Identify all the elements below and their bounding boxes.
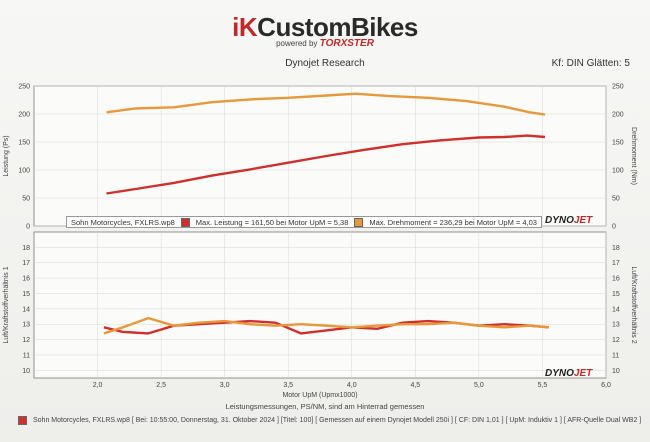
afr-plot: 10 11 12 13 14 15 16 17 18 10 11 12 13 14 15 16 17 18 2,0 2…: [3, 231, 637, 399]
legend-run: Sohn Motorcycles, FXLRS.wp8: [71, 217, 175, 227]
x-tick-label: 5,5: [538, 382, 548, 389]
y-tick-label: 15: [22, 291, 30, 298]
y2-tick-label: 50: [612, 196, 620, 203]
y2-tick-label: 16: [612, 276, 620, 283]
y2-tick-label: 250: [612, 84, 624, 91]
series-line-drehmoment: [106, 92, 546, 116]
powered-by: powered by TORXSTER: [276, 38, 374, 49]
y-tick-label: 10: [22, 368, 30, 375]
run-swatch: [18, 416, 27, 425]
y2-tick-label: 14: [612, 306, 620, 313]
y-tick-label: 100: [18, 168, 30, 175]
y2-axis-label: Luft/Kraftstoffverhältnis 2: [630, 266, 637, 343]
chart-subtitle: Dynojet Research: [285, 58, 365, 69]
y-tick-label: 16: [22, 276, 30, 283]
legend-max-torque: Max. Drehmoment = 236,29 bei Motor UpM =…: [369, 217, 537, 227]
y-axis-label: Luft/Kraftstoffverhältnis 1: [3, 266, 10, 343]
x-tick-label: 3,0: [220, 382, 230, 389]
brand-logo: iKCustomBikes: [232, 12, 418, 42]
y-tick-label: 200: [18, 112, 30, 119]
y-tick-label: 13: [22, 322, 30, 329]
y-tick-label: 14: [22, 306, 30, 313]
y-tick-label: 250: [18, 84, 30, 91]
series-line-afr-2: [103, 316, 549, 335]
x-tick-label: 4,0: [347, 382, 357, 389]
y-tick-label: 11: [23, 352, 30, 359]
power-torque-plot: 0 50 100 150 200 250 0 50 100 150 200 250 Leistung (…: [3, 84, 637, 231]
series-line-leistung: [106, 134, 546, 195]
x-tick-label: 3,5: [283, 382, 293, 389]
dynojet-mark-bottom: DYNOJET: [545, 368, 593, 379]
legend-power-swatch: [180, 217, 190, 227]
x-tick-label: 2,0: [93, 382, 103, 389]
y2-tick-label: 15: [612, 291, 620, 298]
x-axis-label: Motor UpM (Upmx1000): [282, 392, 357, 399]
y2-tick-label: 100: [612, 168, 624, 175]
y2-tick-label: 10: [612, 368, 620, 375]
run-info: Sohn Motorcycles, FXLRS.wp8 [ Bei: 10:55…: [33, 417, 642, 424]
y-tick-label: 0: [26, 224, 30, 231]
run-info-row: Sohn Motorcycles, FXLRS.wp8 [ Bei: 10:55…: [18, 416, 641, 425]
chart-legend: Sohn Motorcycles, FXLRS.wp8 Max. Leistun…: [66, 216, 542, 228]
y2-tick-label: 0: [612, 224, 616, 231]
y-tick-label: 17: [22, 260, 30, 267]
y-axis-label: Leistung (Ps): [3, 135, 10, 176]
y2-tick-label: 150: [612, 140, 624, 147]
x-tick-label: 6,0: [601, 382, 611, 389]
y-tick-label: 18: [22, 245, 30, 252]
x-tick-label: 5,0: [474, 382, 484, 389]
y-tick-label: 12: [22, 337, 30, 344]
y2-axis-label: Drehmoment (Nm): [630, 127, 637, 185]
y2-tick-label: 17: [612, 260, 620, 267]
x-tick-label: 4,5: [410, 382, 420, 389]
y2-tick-label: 11: [612, 352, 619, 359]
y2-tick-label: 13: [612, 322, 620, 329]
measurement-caption: Leistungsmessungen, PS/NM, sind am Hinte…: [225, 402, 425, 411]
y-tick-label: 150: [18, 140, 30, 147]
x-tick-label: 2,5: [156, 382, 166, 389]
y2-tick-label: 200: [612, 112, 624, 119]
y2-tick-label: 18: [612, 245, 620, 252]
legend-torque-swatch: [354, 217, 364, 227]
y2-tick-label: 12: [612, 337, 620, 344]
y-tick-label: 50: [22, 196, 30, 203]
dynojet-mark-top: DYNOJET: [545, 215, 593, 226]
plot-area-bottom: [33, 231, 607, 379]
legend-max-power: Max. Leistung = 161,50 bei Motor UpM = 5…: [195, 217, 349, 227]
correction-factor: Kf: DIN Glätten: 5: [551, 58, 630, 69]
